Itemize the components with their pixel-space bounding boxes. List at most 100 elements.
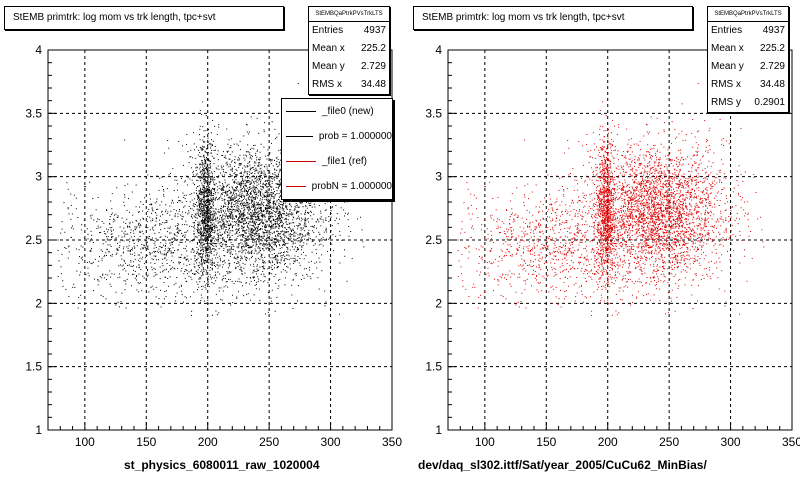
data-point: [212, 201, 214, 203]
data-point: [339, 218, 341, 220]
data-point: [253, 190, 255, 192]
data-point: [274, 249, 276, 251]
data-point: [206, 199, 208, 201]
data-point: [253, 209, 255, 211]
data-point: [137, 282, 139, 284]
data-point: [289, 226, 291, 228]
data-point: [89, 215, 91, 217]
data-point: [151, 207, 153, 209]
data-point: [263, 245, 265, 247]
data-point: [238, 246, 240, 248]
data-point: [253, 201, 255, 203]
data-point: [202, 217, 204, 219]
data-point: [273, 202, 275, 204]
data-point: [215, 213, 217, 215]
data-point: [213, 170, 215, 172]
data-point: [212, 181, 214, 183]
data-point: [229, 216, 231, 218]
data-point: [262, 203, 264, 205]
data-point: [297, 215, 299, 217]
data-point: [229, 232, 231, 234]
data-point: [220, 260, 222, 262]
data-point: [203, 228, 205, 230]
data-point: [171, 251, 173, 253]
data-point: [283, 241, 285, 243]
data-point: [240, 213, 242, 215]
data-point: [303, 224, 305, 226]
data-point: [274, 257, 276, 259]
data-point: [276, 230, 278, 232]
data-point: [177, 216, 179, 218]
data-point: [191, 217, 193, 219]
data-point: [238, 183, 240, 185]
data-point: [200, 176, 202, 178]
data-point: [195, 270, 197, 272]
data-point: [252, 224, 254, 226]
data-point: [269, 272, 271, 274]
data-point: [230, 223, 232, 225]
data-point: [159, 278, 161, 280]
data-point: [110, 229, 112, 231]
data-point: [155, 220, 157, 222]
data-point: [279, 224, 281, 226]
data-point: [252, 213, 254, 215]
data-point: [278, 218, 280, 220]
data-point: [231, 169, 233, 171]
data-point: [147, 245, 149, 247]
data-point: [197, 224, 199, 226]
data-point: [276, 226, 278, 228]
data-point: [231, 175, 233, 177]
data-point: [127, 225, 129, 227]
data-point: [173, 267, 175, 269]
data-point: [230, 199, 232, 201]
data-point: [227, 205, 229, 207]
data-point: [172, 262, 174, 264]
data-point: [270, 227, 272, 229]
data-point: [170, 252, 172, 254]
data-point: [89, 250, 91, 252]
data-point: [198, 197, 200, 199]
data-point: [245, 171, 247, 173]
data-point: [207, 221, 209, 223]
data-point: [237, 208, 239, 210]
data-point: [240, 281, 242, 283]
data-point: [166, 268, 168, 270]
data-point: [236, 143, 238, 145]
data-point: [304, 218, 306, 220]
data-point: [254, 229, 256, 231]
data-point: [202, 250, 204, 252]
data-point: [300, 233, 302, 235]
data-point: [260, 202, 262, 204]
data-point: [115, 291, 117, 293]
data-point: [231, 194, 233, 196]
data-point: [317, 277, 319, 279]
data-point: [210, 152, 212, 154]
data-point: [251, 255, 253, 257]
data-point: [300, 213, 302, 215]
data-point: [163, 189, 165, 191]
data-point: [271, 192, 273, 194]
data-point: [245, 185, 247, 187]
data-point: [223, 169, 225, 171]
data-point: [137, 259, 139, 261]
data-point: [140, 248, 142, 250]
data-point: [267, 237, 269, 239]
data-point: [304, 219, 306, 221]
data-point: [255, 186, 257, 188]
data-point: [139, 226, 141, 228]
data-point: [234, 156, 236, 158]
data-point: [175, 282, 177, 284]
data-point: [251, 205, 253, 207]
data-point: [140, 201, 142, 203]
data-point: [344, 201, 346, 203]
data-point: [68, 245, 70, 247]
data-point: [205, 191, 207, 193]
data-point: [205, 252, 207, 254]
data-point: [211, 191, 213, 193]
data-point: [201, 148, 203, 150]
data-point: [213, 245, 215, 247]
data-point: [206, 254, 208, 256]
data-point: [270, 177, 272, 179]
data-point: [254, 173, 256, 175]
data-point: [251, 210, 253, 212]
